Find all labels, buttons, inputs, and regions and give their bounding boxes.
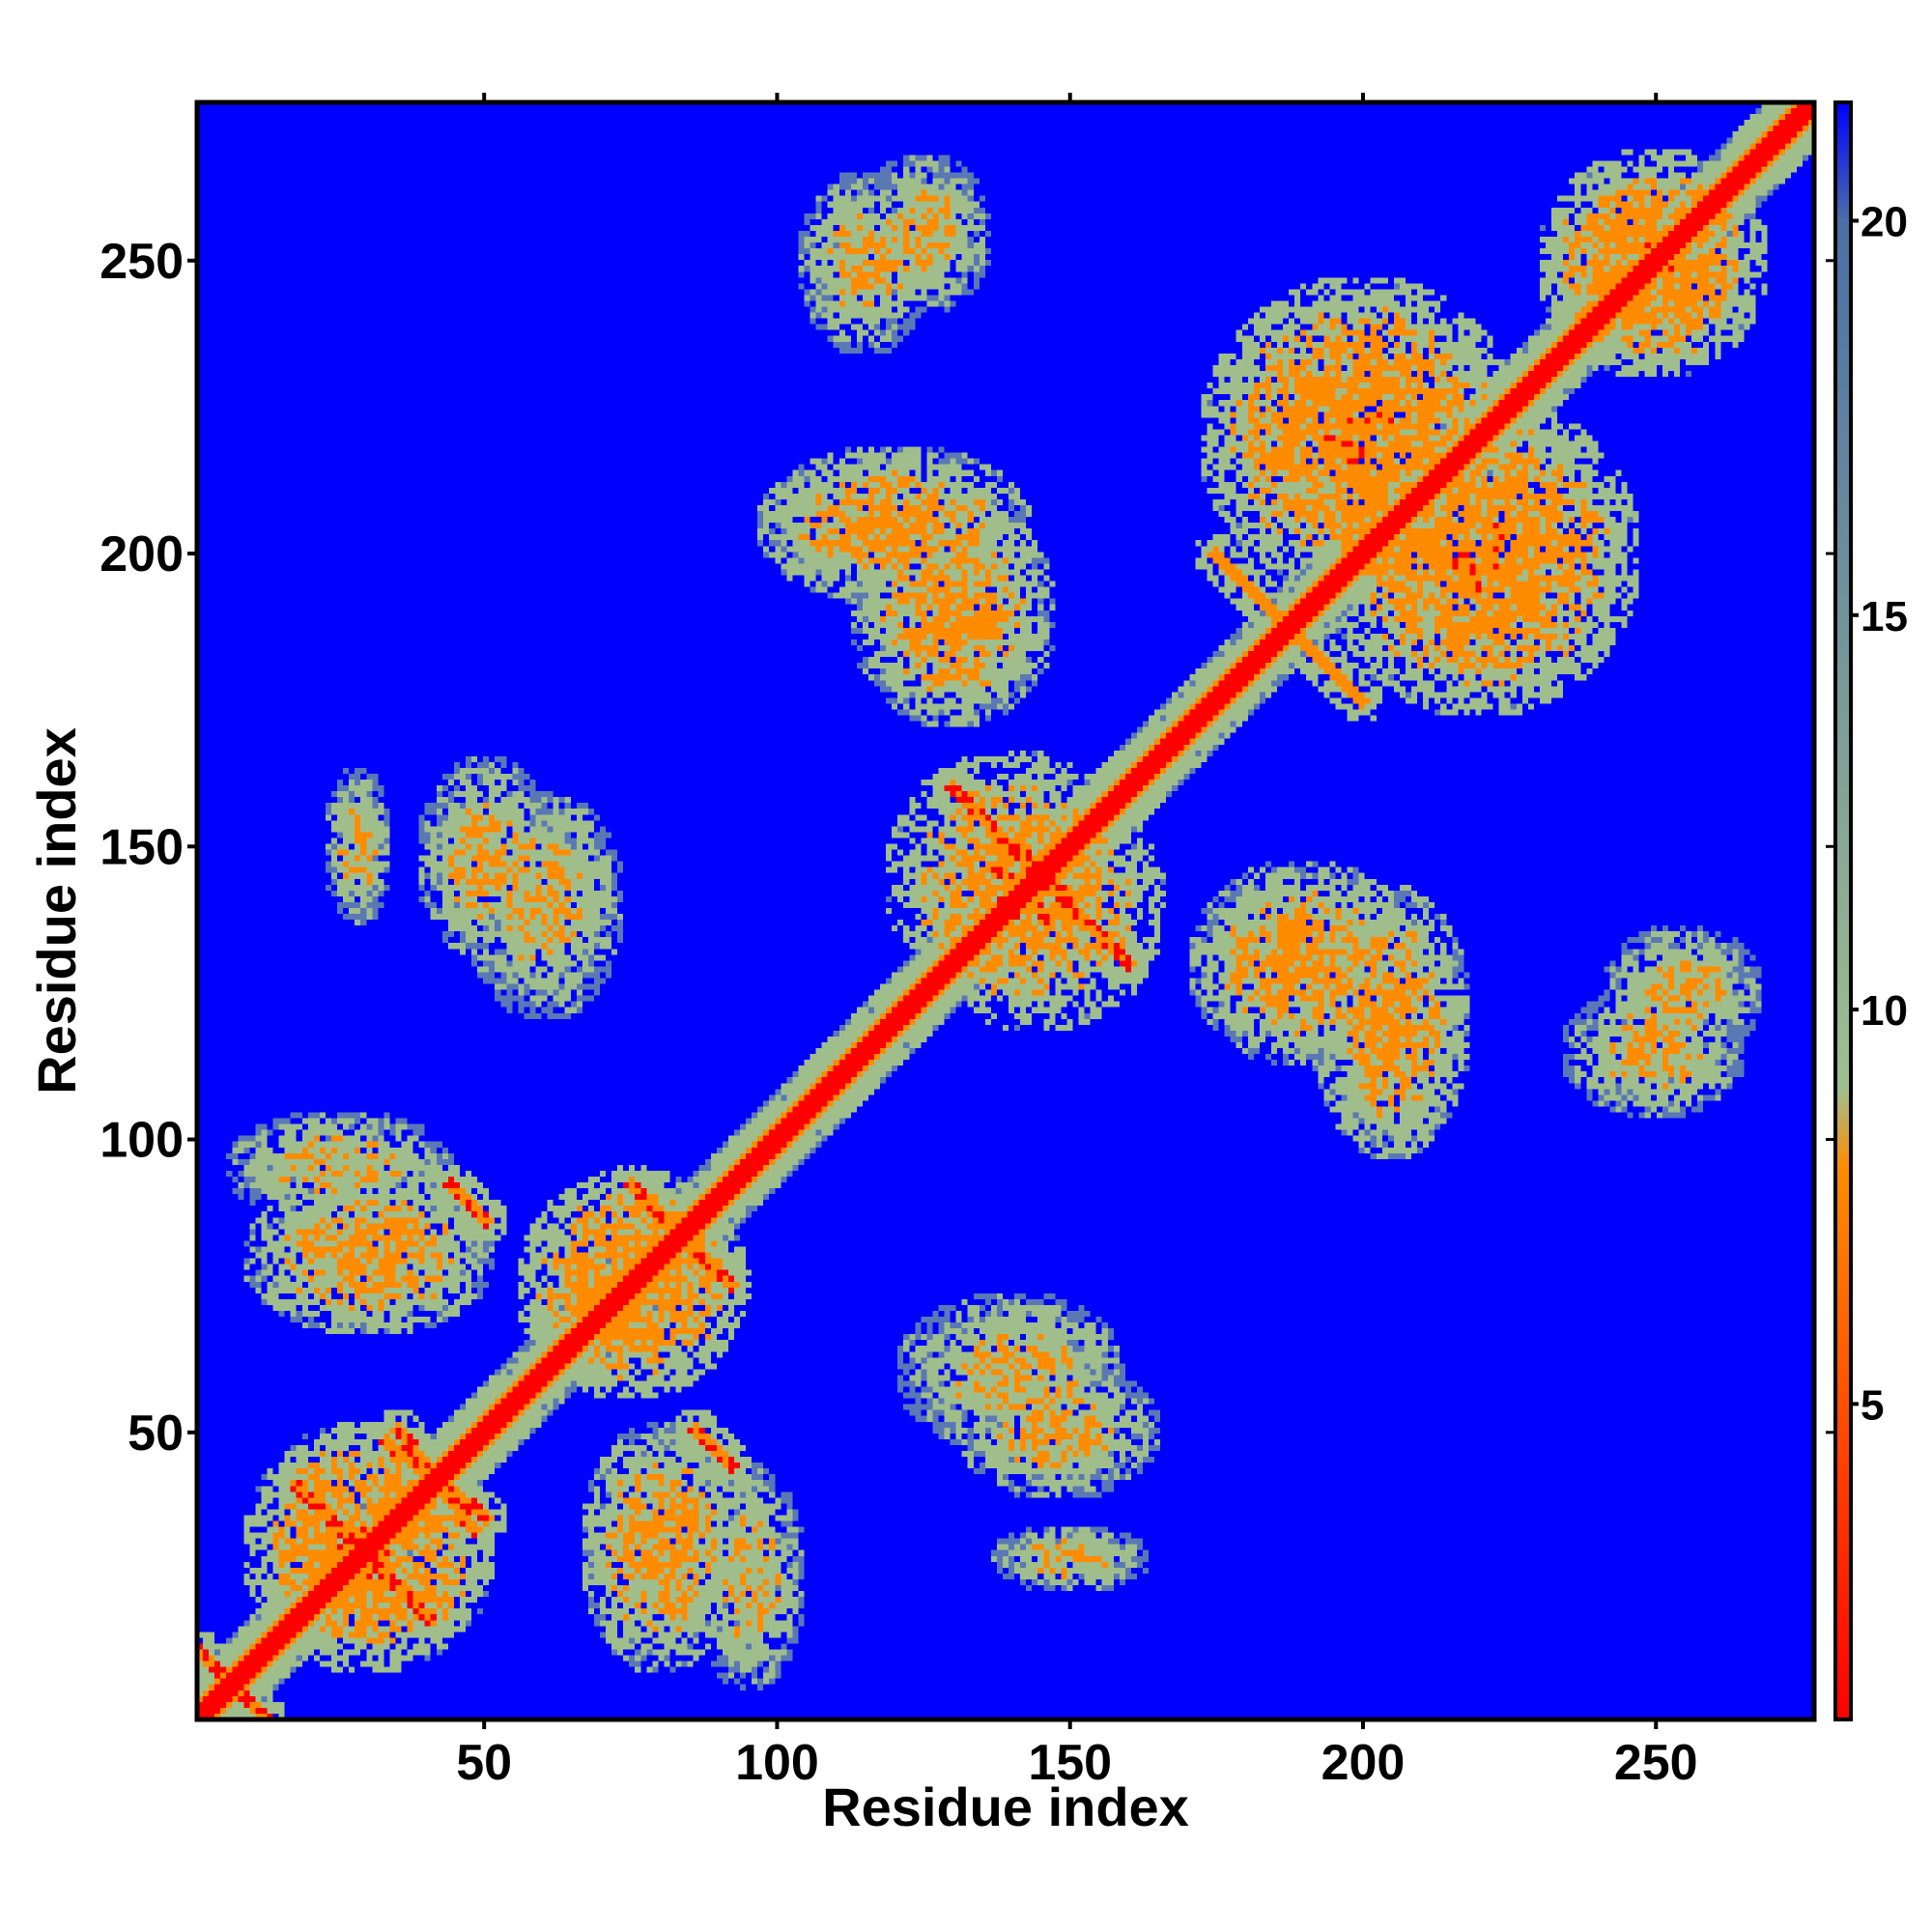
x-tick-label: 100: [735, 1735, 819, 1791]
x-tick-label: 200: [1321, 1735, 1406, 1791]
colorbar-tick-label: 20: [1861, 198, 1908, 245]
y-tick-label: 150: [99, 819, 184, 875]
colorbar-tick-label: 15: [1861, 593, 1908, 640]
colorbar-tick-label: 10: [1861, 987, 1908, 1035]
colorbar-gradient: [1833, 100, 1853, 1721]
x-tick-label: 50: [456, 1735, 512, 1791]
plot-frame: [194, 99, 1817, 1722]
colorbar-tick-label: 5: [1861, 1381, 1884, 1429]
y-axis-label: Residue index: [26, 727, 87, 1094]
x-axis-label: Residue index: [822, 1776, 1189, 1837]
x-tick-label: 150: [1028, 1735, 1112, 1791]
x-axis: 50 100 150 200 250: [456, 93, 1698, 1791]
x-tick-label: 250: [1614, 1735, 1698, 1791]
y-tick-label: 200: [99, 526, 184, 582]
y-tick-label: 100: [99, 1113, 184, 1169]
y-axis: 50 100 150 200 250: [99, 234, 197, 1462]
y-tick-label: 250: [99, 234, 184, 290]
heatmap-image: [197, 102, 1814, 1719]
colorbar: 5 10 15 20: [1826, 100, 1908, 1721]
y-tick-label: 50: [128, 1406, 184, 1462]
